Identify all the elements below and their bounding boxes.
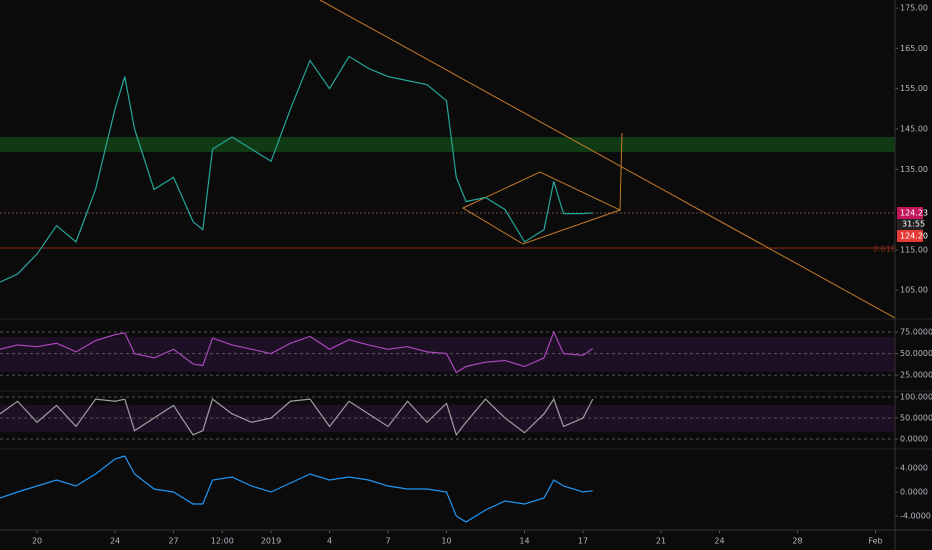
y-tick-label: 105.00	[900, 286, 928, 295]
x-tick-label: 4	[327, 537, 332, 546]
x-tick-label: 7	[385, 537, 390, 546]
x-tick-label: 24	[110, 537, 120, 546]
trend-line	[319, 0, 896, 319]
y-tick-label: 75.0000	[900, 328, 932, 337]
price-badge	[897, 230, 923, 242]
x-tick-label: 14	[519, 537, 529, 546]
y-tick-label: 0.0000	[900, 435, 928, 444]
x-tick-label: 27	[168, 537, 178, 546]
x-tick-label: 28	[792, 537, 802, 546]
x-tick-label: 2019	[261, 537, 281, 546]
x-tick-label: 10	[441, 537, 451, 546]
badge-label: 124.23	[900, 209, 928, 218]
timer-badge	[897, 219, 923, 230]
price-badge	[897, 207, 923, 219]
x-tick-label: 21	[656, 537, 666, 546]
x-tick-label: 20	[32, 537, 42, 546]
y-tick-label: 50.0000	[900, 349, 932, 358]
y-tick-label: 100.0000	[900, 393, 932, 402]
y-tick-label: 25.0000	[900, 371, 932, 380]
y-tick-label: 165.00	[900, 44, 928, 53]
x-tick-label: 17	[578, 537, 588, 546]
y-tick-label: 0.0000	[900, 488, 928, 497]
target	[619, 132, 623, 211]
level-label: 0.618	[873, 245, 896, 254]
zone	[0, 137, 895, 152]
x-tick-label: Feb	[868, 537, 882, 546]
series-line	[0, 330, 594, 374]
badge-label: 31:55	[902, 220, 925, 229]
series-line	[0, 397, 594, 437]
x-tick-label: 12:00	[211, 537, 234, 546]
badge-label: 124.20	[900, 232, 928, 241]
y-tick-label: -4.0000	[900, 512, 931, 521]
y-tick-label: 155.00	[900, 84, 928, 93]
y-tick-label: 175.00	[900, 4, 928, 13]
y-tick-label: 115.00	[900, 245, 928, 254]
y-tick-label: 4.0000	[900, 464, 928, 473]
y-tick-label: 50.0000	[900, 414, 932, 423]
y-tick-label: 135.00	[900, 165, 928, 174]
series-line	[0, 55, 593, 283]
x-tick-label: 24	[714, 537, 724, 546]
y-tick-label: 145.00	[900, 124, 928, 133]
series-line	[0, 455, 593, 523]
